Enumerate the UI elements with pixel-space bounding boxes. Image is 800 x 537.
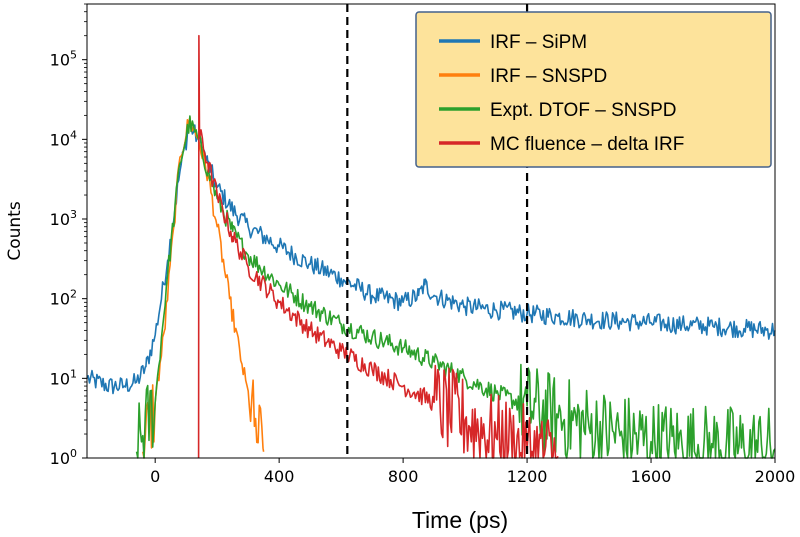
y-tick-label: 101 xyxy=(50,367,77,388)
x-tick-label: 0 xyxy=(150,467,160,486)
legend-items: IRF – SiPM IRF – SNSPD Expt. DTOF – SNSPD M… xyxy=(439,32,684,155)
y-axis: 100 101 102 103 104 105 xyxy=(50,3,87,468)
y-tick-label: 105 xyxy=(50,49,77,70)
x-axis: 0 400 800 1200 1600 2000 xyxy=(150,458,795,486)
x-tick-label: 1600 xyxy=(631,467,672,486)
y-tick-label: 104 xyxy=(50,128,77,149)
legend-label-3: Expt. DTOF – SNSPD xyxy=(490,100,677,121)
x-tick-label: 2000 xyxy=(755,467,796,486)
series-layer xyxy=(86,34,776,459)
x-tick-label: 800 xyxy=(388,467,419,486)
y-tick-label: 100 xyxy=(50,447,77,468)
legend-box xyxy=(415,11,772,168)
legend-label-2: IRF – SNSPD xyxy=(490,66,607,87)
legend-label-1: IRF – SiPM xyxy=(490,32,587,53)
series-line-4 xyxy=(197,34,559,459)
x-tick-label: 1200 xyxy=(507,467,548,486)
legend-label-4: MC fluence – delta IRF xyxy=(490,134,684,155)
x-tick-label: 400 xyxy=(264,467,295,486)
x-axis-label: Time (ps) xyxy=(412,507,508,533)
legend: IRF – SiPM IRF – SNSPD Expt. DTOF – SNSPD M… xyxy=(415,11,772,168)
y-axis-label: Counts xyxy=(5,201,25,260)
y-tick-label: 103 xyxy=(50,208,77,229)
vline-layer xyxy=(346,4,529,458)
y-tick-label: 102 xyxy=(50,288,77,309)
